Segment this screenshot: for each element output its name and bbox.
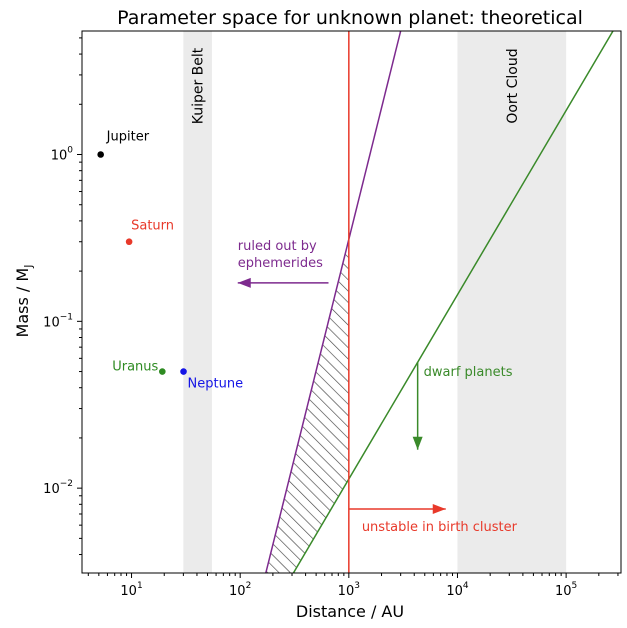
band-0 [183, 31, 212, 573]
tick-label: 101 [120, 581, 142, 599]
plot-area: Kuiper Belt Oort Cloud ruled out by ephemer… [97, 31, 614, 573]
planet-label-neptune: Neptune [188, 377, 244, 392]
chart-title: Parameter space for unknown planet: theo… [117, 7, 583, 29]
axis-ticks: 101 102 103 104 105 100 10−1 10−2 [43, 37, 619, 599]
tick-label: 103 [338, 581, 360, 599]
planet-label-saturn: Saturn [131, 219, 174, 234]
band-label-0: Kuiper Belt [191, 47, 207, 124]
annotation-arrowhead-1 [412, 436, 423, 450]
tick-label: 104 [446, 581, 469, 599]
tick-label: 102 [229, 581, 251, 599]
planet-point-neptune [180, 368, 187, 375]
x-axis-label: Distance / AU [296, 602, 404, 621]
annotation-text-2-0: unstable in birth cluster [362, 520, 518, 535]
plot-frame [81, 30, 622, 574]
tick-label: 100 [51, 146, 74, 164]
planet-point-jupiter [97, 151, 104, 158]
planet-point-uranus [159, 368, 166, 375]
tick-label: 10−1 [43, 312, 73, 330]
tick-label: 10−2 [43, 479, 73, 497]
tick-label: 105 [555, 581, 577, 599]
line-1 [292, 31, 614, 573]
annotation-arrowhead-2 [432, 503, 446, 514]
band-1 [457, 31, 567, 573]
annotation-text-1-0: dwarf planets [424, 365, 513, 380]
band-label-1: Oort Cloud [505, 48, 521, 123]
planet-label-uranus: Uranus [112, 360, 158, 375]
planet-label-jupiter: Jupiter [106, 130, 150, 145]
y-axis-label: Mass / MJ [13, 265, 35, 338]
planet-point-saturn [125, 238, 133, 246]
annotation-arrowhead-0 [237, 277, 251, 288]
annotation-text-0-0: ruled out by [238, 239, 317, 254]
annotation-text-0-1: ephemerides [238, 256, 323, 271]
line-0 [265, 31, 402, 573]
